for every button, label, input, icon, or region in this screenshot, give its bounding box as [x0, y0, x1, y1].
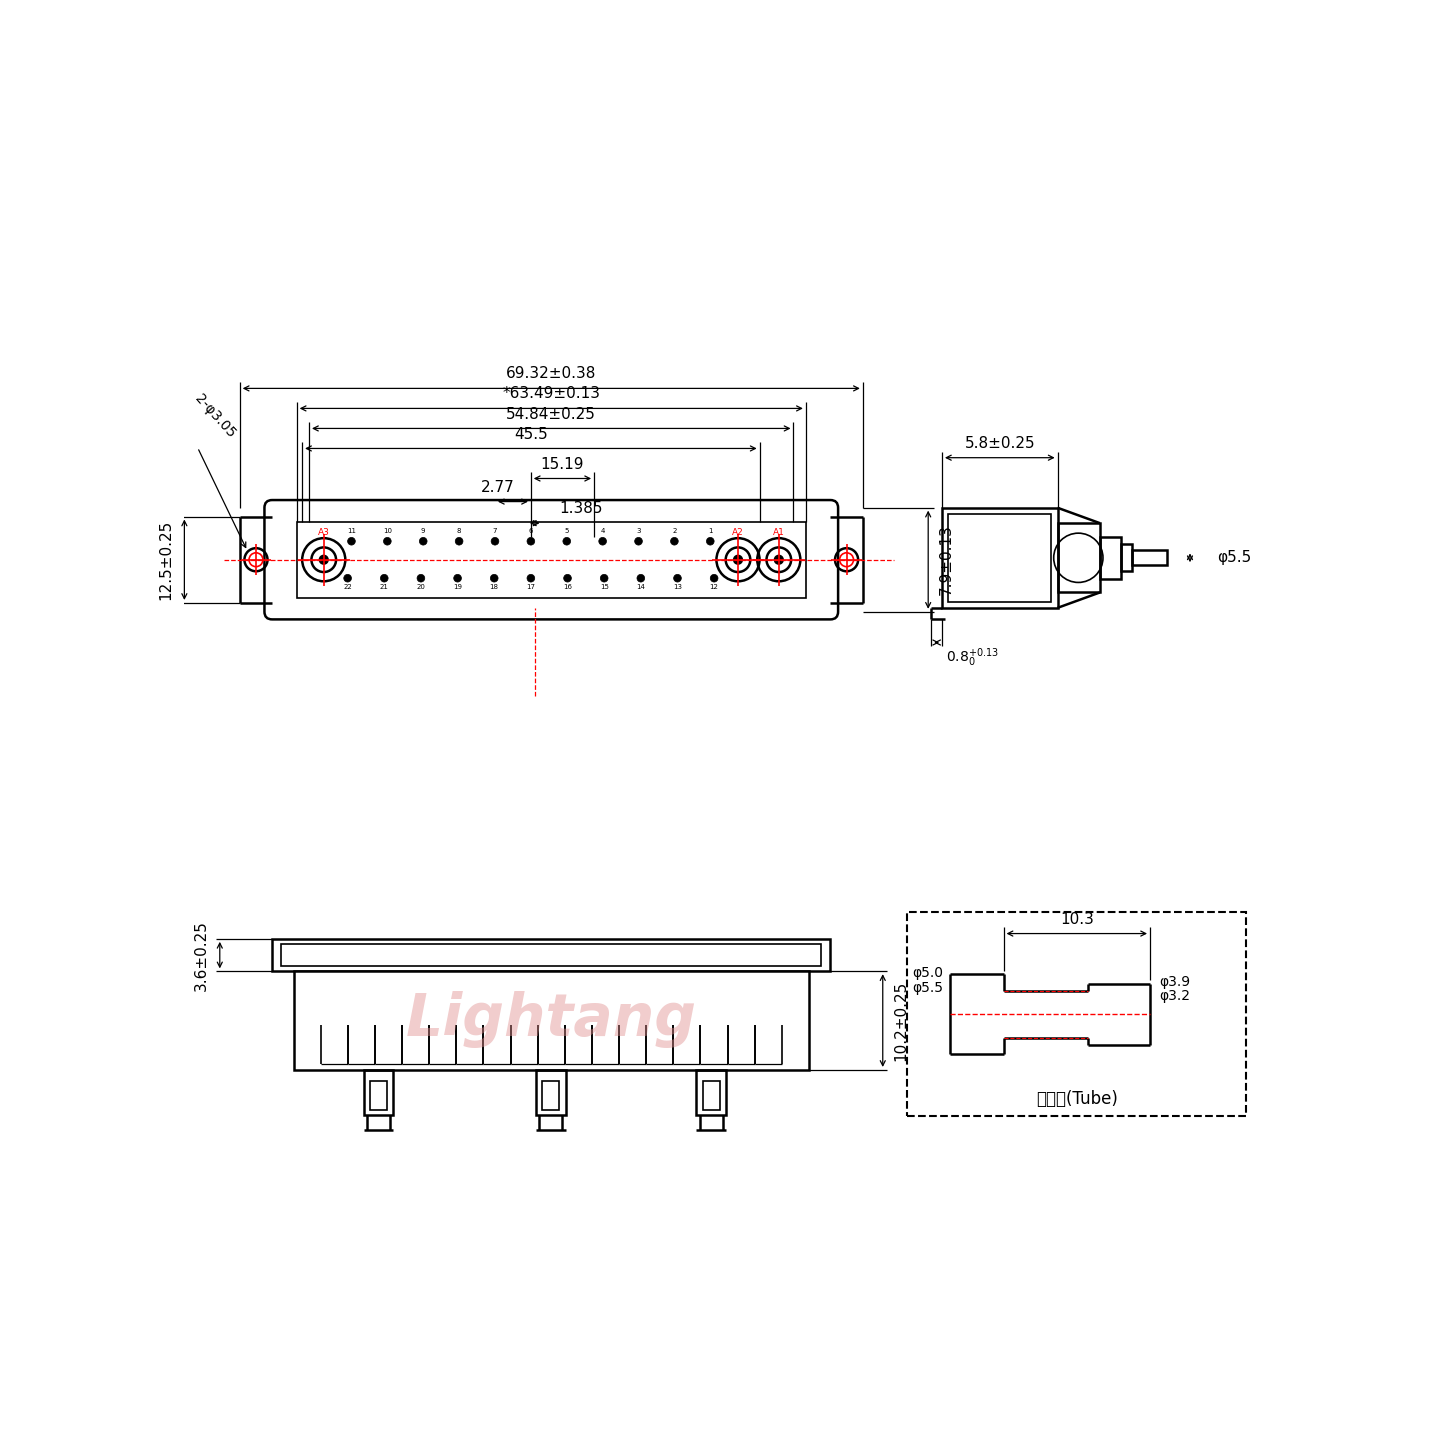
Text: 19: 19 — [454, 585, 462, 590]
Text: A1: A1 — [773, 527, 785, 537]
FancyBboxPatch shape — [265, 500, 838, 619]
Text: 22: 22 — [343, 585, 351, 590]
Circle shape — [491, 575, 498, 582]
Text: 15.19: 15.19 — [540, 456, 585, 471]
Circle shape — [380, 575, 389, 582]
Text: 1: 1 — [708, 528, 713, 534]
Text: 7.9±0.13: 7.9±0.13 — [939, 524, 953, 595]
Text: φ3.9: φ3.9 — [1159, 975, 1191, 989]
Bar — [272, 939, 831, 972]
Circle shape — [600, 575, 608, 582]
Bar — [281, 945, 821, 966]
Text: 45.5: 45.5 — [514, 426, 547, 442]
Bar — [370, 1080, 387, 1110]
Circle shape — [347, 537, 356, 546]
Text: 6: 6 — [528, 528, 533, 534]
Circle shape — [527, 575, 534, 582]
Circle shape — [710, 575, 719, 582]
Circle shape — [454, 575, 461, 582]
Bar — [703, 1080, 720, 1110]
Circle shape — [734, 556, 742, 563]
Bar — [294, 972, 809, 1070]
Text: 5: 5 — [564, 528, 569, 534]
Text: 3.6±0.25: 3.6±0.25 — [194, 920, 209, 991]
Circle shape — [344, 575, 351, 582]
Circle shape — [383, 537, 392, 546]
Circle shape — [418, 575, 425, 582]
Bar — [907, 912, 1246, 1116]
Bar — [543, 1080, 559, 1110]
Text: 18: 18 — [490, 585, 498, 590]
Text: 2-φ3.05: 2-φ3.05 — [192, 392, 238, 441]
Text: $0.8^{+0.13}_{0}$: $0.8^{+0.13}_{0}$ — [946, 647, 999, 670]
Text: 21: 21 — [380, 585, 389, 590]
Circle shape — [563, 575, 572, 582]
Text: 12: 12 — [710, 585, 719, 590]
Text: 8: 8 — [456, 528, 461, 534]
Circle shape — [674, 575, 681, 582]
Text: Lightang: Lightang — [406, 991, 697, 1048]
Bar — [1132, 550, 1166, 564]
Bar — [1100, 537, 1122, 579]
Text: 17: 17 — [527, 585, 536, 590]
Text: φ3.2: φ3.2 — [1159, 989, 1191, 1002]
Circle shape — [455, 537, 462, 546]
Text: φ5.5: φ5.5 — [1217, 550, 1251, 566]
Circle shape — [563, 537, 570, 546]
Text: 10: 10 — [383, 528, 392, 534]
Text: φ5.5: φ5.5 — [913, 981, 943, 995]
Bar — [364, 1070, 393, 1115]
Circle shape — [775, 556, 783, 563]
Text: 20: 20 — [416, 585, 425, 590]
Text: 10.2±0.25: 10.2±0.25 — [894, 981, 909, 1061]
Circle shape — [491, 537, 498, 546]
Circle shape — [599, 537, 606, 546]
Text: 69.32±0.38: 69.32±0.38 — [505, 366, 596, 382]
Text: φ5.0: φ5.0 — [913, 966, 943, 979]
Bar — [297, 521, 806, 598]
Text: 11: 11 — [347, 528, 356, 534]
Circle shape — [636, 575, 645, 582]
Text: 9: 9 — [420, 528, 425, 534]
Text: 15: 15 — [599, 585, 609, 590]
Circle shape — [671, 537, 678, 546]
Bar — [948, 514, 1051, 602]
Circle shape — [527, 537, 534, 546]
Text: A3: A3 — [318, 527, 330, 537]
Text: 屏蔽管(Tube): 屏蔽管(Tube) — [1035, 1090, 1117, 1109]
Text: *63.49±0.13: *63.49±0.13 — [503, 386, 600, 402]
Bar — [1057, 523, 1100, 592]
Text: 13: 13 — [672, 585, 683, 590]
Bar — [1122, 544, 1132, 572]
Bar — [942, 508, 1057, 608]
Text: 2: 2 — [672, 528, 677, 534]
Circle shape — [635, 537, 642, 546]
Text: 2.77: 2.77 — [481, 480, 514, 495]
Bar — [536, 1070, 566, 1115]
Circle shape — [320, 556, 327, 563]
Text: A2: A2 — [732, 527, 744, 537]
Text: 12.5±0.25: 12.5±0.25 — [158, 520, 174, 600]
Text: 54.84±0.25: 54.84±0.25 — [507, 406, 596, 422]
Text: 14: 14 — [636, 585, 645, 590]
Text: 16: 16 — [563, 585, 572, 590]
Text: 7: 7 — [492, 528, 497, 534]
Text: 5.8±0.25: 5.8±0.25 — [965, 436, 1035, 451]
Text: 10.3: 10.3 — [1060, 912, 1094, 926]
Circle shape — [419, 537, 428, 546]
Text: 3: 3 — [636, 528, 641, 534]
Text: 1.385: 1.385 — [559, 501, 603, 516]
Text: 4: 4 — [600, 528, 605, 534]
Circle shape — [707, 537, 714, 546]
Bar — [697, 1070, 726, 1115]
